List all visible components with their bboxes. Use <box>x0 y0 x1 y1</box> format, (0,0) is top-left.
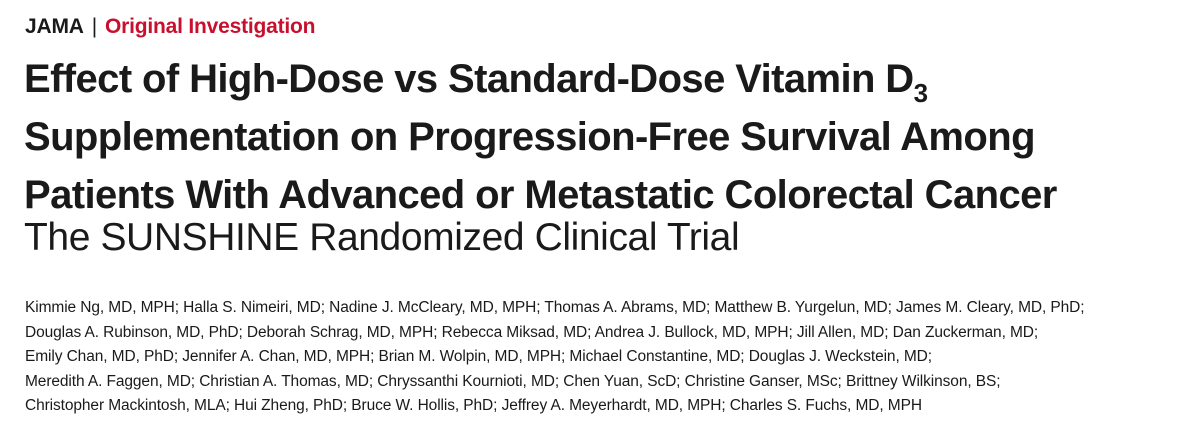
journal-header: JAMA | Original Investigation <box>25 13 315 41</box>
title-line-1-text: Effect of High-Dose vs Standard-Dose Vit… <box>24 57 914 101</box>
author-line-1: Kimmie Ng, MD, MPH; Halla S. Nimeiri, MD… <box>25 299 1085 316</box>
author-line-4: Meredith A. Faggen, MD; Christian A. Tho… <box>25 372 1001 390</box>
article-title: Effect of High-Dose vs Standard-Dose Vit… <box>24 50 1057 224</box>
title-line-2: Supplementation on Progression-Free Surv… <box>24 115 1036 159</box>
title-line-3: Patients With Advanced or Metastatic Col… <box>24 173 1057 217</box>
header-separator: | <box>91 15 97 38</box>
title-subscript: 3 <box>913 78 928 108</box>
article-subtitle: The SUNSHINE Randomized Clinical Trial <box>24 216 740 259</box>
author-list: Kimmie Ng, MD, MPH; Halla S. Nimeiri, MD… <box>25 296 1185 419</box>
author-line-2: Douglas A. Rubinson, MD, PhD; Deborah Sc… <box>25 323 1039 341</box>
author-line-3: Emily Chan, MD, PhD; Jennifer A. Chan, M… <box>25 348 932 366</box>
article-section-label: Original Investigation <box>104 15 316 38</box>
title-line-1: Effect of High-Dose vs Standard-Dose Vit… <box>24 50 1057 108</box>
journal-name: JAMA <box>25 15 84 38</box>
author-line-5: Christopher Mackintosh, MLA; Hui Zheng, … <box>25 397 922 415</box>
